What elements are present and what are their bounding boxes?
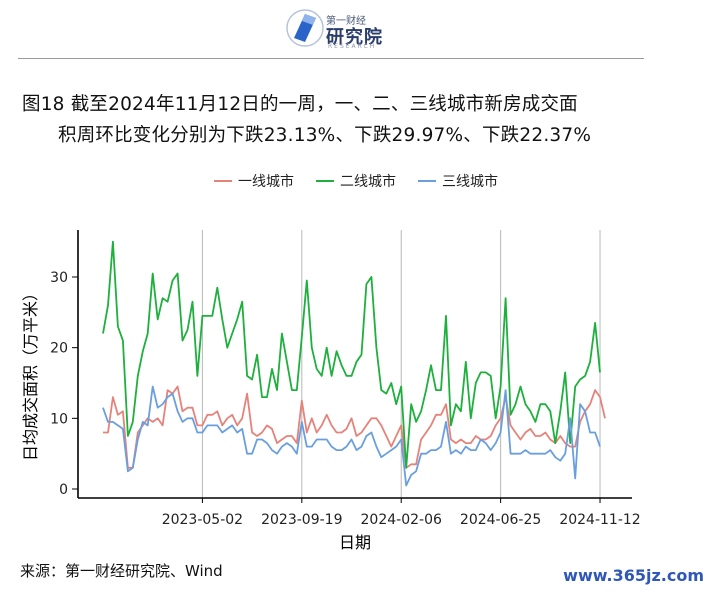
chart-series <box>102 240 606 487</box>
x-tick-label: 2024-11-12 <box>559 512 640 528</box>
x-tick-label: 2023-09-19 <box>261 512 342 528</box>
y-tick-label: 10 <box>50 411 68 427</box>
chart-legend: 一线城市 二线城市 三线城市 <box>214 173 498 190</box>
line-chart: 一线城市 二线城市 三线城市 0 10 20 30 2023-05-02 2023-09-1… <box>21 173 641 552</box>
series-line <box>102 240 601 469</box>
logo-sub-text: RESEARCH <box>328 43 377 50</box>
series-line <box>102 385 601 487</box>
figure-title-line1: 图18 截至2024年11月12日的一周，一、二、三线城市新房成交面 <box>22 94 578 115</box>
logo-main-text: 研究院 <box>326 27 383 48</box>
y-axis-title: 日均成交面积（万平米） <box>21 285 40 461</box>
legend-label: 三线城市 <box>442 173 498 190</box>
chart-axes <box>77 230 632 499</box>
watermark: www.365jz.com <box>563 566 704 585</box>
y-tick-label: 20 <box>50 341 68 357</box>
legend-label: 二线城市 <box>340 173 396 190</box>
legend-label: 一线城市 <box>238 173 294 190</box>
header-divider <box>18 58 644 59</box>
x-tick-label: 2024-02-06 <box>361 512 442 528</box>
figure-title-line2: 积周环比变化分别为下跌23.13%、下跌29.97%、下跌22.37% <box>58 125 592 146</box>
logo-top-text: 第一财经 <box>326 16 366 27</box>
x-tick-label: 2024-06-25 <box>460 512 541 528</box>
logo-mark-icon <box>286 9 324 47</box>
y-tick-label: 30 <box>50 270 68 286</box>
x-axis-title: 日期 <box>339 533 371 552</box>
y-tick-label: 0 <box>59 482 68 498</box>
x-axis-ticks: 2023-05-02 2023-09-19 2024-02-06 2024-06-25… <box>162 498 641 528</box>
series-line <box>103 385 606 469</box>
source-note: 来源：第一财经研究院、Wind <box>20 562 223 580</box>
logo: 第一财经 研究院 RESEARCH <box>286 6 426 50</box>
x-tick-label: 2023-05-02 <box>162 512 243 528</box>
chart-gridlines <box>201 230 601 498</box>
y-axis-ticks: 0 10 20 30 <box>50 270 78 498</box>
